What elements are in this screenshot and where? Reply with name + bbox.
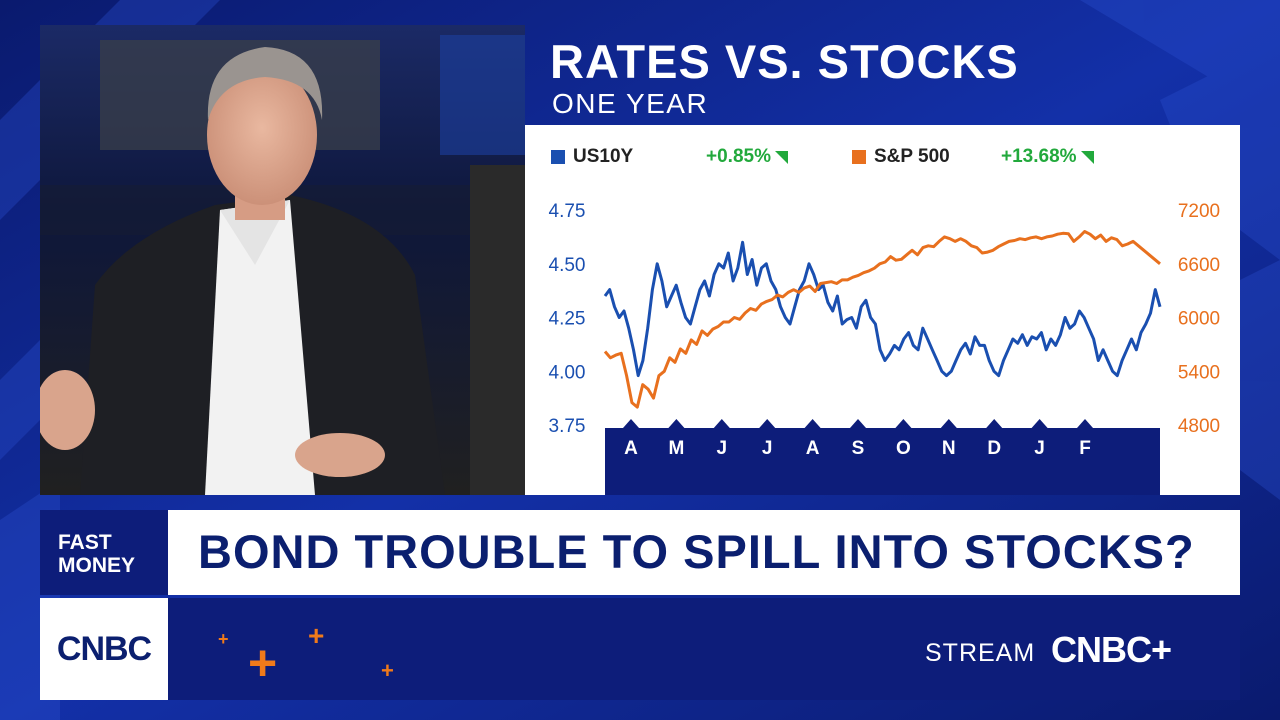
legend-us10y: US10Y: [551, 147, 633, 167]
chart-subtitle: ONE YEAR: [552, 88, 709, 119]
month-label: S: [852, 438, 865, 459]
month-label: D: [987, 438, 1001, 459]
series-line-sp500: [603, 230, 1161, 409]
month-tick-mark: [895, 419, 912, 428]
right-axis-tick-label: 6000: [1178, 309, 1220, 330]
show-name-box: FAST MONEY: [40, 510, 168, 595]
legend-label-sp500: S&P 500: [874, 146, 950, 167]
video-feed: [40, 25, 525, 495]
right-axis-tick-label: 5400: [1178, 362, 1220, 383]
legend-label-us10y: US10Y: [573, 146, 634, 167]
month-label: N: [942, 438, 956, 459]
network-logo-box: CNBC: [40, 598, 168, 700]
legend-swatch-sp500: [852, 150, 866, 164]
month-tick-mark: [850, 419, 866, 428]
month-label: J: [762, 438, 773, 459]
plus-icon: +: [248, 635, 278, 691]
month-tick-mark: [668, 419, 685, 428]
month-tick-mark: [759, 419, 776, 428]
headline: BOND TROUBLE TO SPILL INTO STOCKS?: [198, 525, 1195, 578]
month-label: J: [717, 438, 728, 459]
guest-video-image: [40, 25, 525, 495]
plus-icon: +: [218, 629, 229, 649]
month-label: O: [896, 438, 911, 459]
legend-change-us10y: +0.85%: [706, 147, 788, 167]
stream-label: STREAM: [925, 639, 1036, 667]
month-label: M: [668, 438, 684, 459]
chart-title: RATES VS. STOCKS: [550, 35, 1019, 88]
month-tick-mark: [1077, 419, 1093, 428]
month-tick-mark: [623, 419, 639, 428]
headline-bar: BOND TROUBLE TO SPILL INTO STOCKS?: [168, 510, 1240, 595]
plus-icon: +: [381, 658, 394, 683]
bottom-bar: + + + + STREAM CNBC+: [168, 598, 1240, 700]
month-tick-mark: [804, 419, 821, 428]
left-axis-tick-label: 4.25: [549, 309, 586, 330]
month-tick-mark: [713, 419, 730, 428]
month-tick-mark: [1031, 419, 1048, 428]
month-label: J: [1034, 438, 1045, 459]
month-label: F: [1079, 438, 1091, 459]
left-axis-tick-label: 4.50: [549, 255, 586, 276]
plus-icon: +: [308, 620, 325, 651]
stream-logo: CNBC+: [1051, 629, 1172, 670]
change-value-sp500: +13.68%: [1001, 146, 1077, 167]
up-triangle-icon: [774, 150, 788, 164]
left-axis-tick-label: 3.75: [549, 416, 586, 437]
network-logo: CNBC: [56, 629, 152, 668]
month-tick-mark: [986, 419, 1003, 428]
chart-panel: US10Y +0.85% S&P 500 +13.68% 3.75 4.00 4.2…: [525, 125, 1240, 495]
legend-swatch-us10y: [551, 150, 565, 164]
x-axis-band: [605, 428, 1160, 495]
month-label: A: [806, 438, 820, 459]
line-chart: 3.75 4.00 4.25 4.50 4.75 4800 5400 6000 6600 7200…: [549, 201, 1220, 495]
up-triangle-icon: [1080, 150, 1094, 164]
right-axis-tick-label: 6600: [1178, 255, 1220, 276]
change-value-us10y: +0.85%: [706, 146, 771, 167]
show-name-line2: MONEY: [58, 554, 136, 577]
left-axis-tick-label: 4.75: [549, 201, 586, 222]
right-axis-tick-label: 7200: [1178, 201, 1220, 222]
series-line-us10y: [603, 240, 1162, 378]
right-axis-tick-label: 4800: [1178, 416, 1220, 437]
month-tick-mark: [940, 419, 957, 428]
month-label: A: [624, 438, 638, 459]
show-name-line1: FAST: [58, 531, 112, 554]
legend-sp500: S&P 500: [852, 147, 950, 167]
left-axis-tick-label: 4.00: [549, 362, 586, 383]
legend-change-sp500: +13.68%: [1001, 147, 1094, 167]
